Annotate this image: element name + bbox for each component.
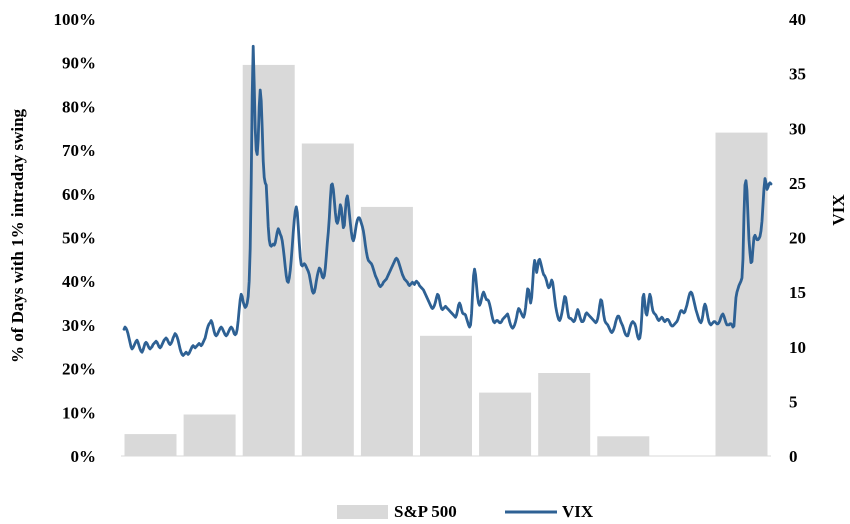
bar-0 <box>124 434 177 456</box>
left-tick-label: 70% <box>62 141 96 160</box>
bar-3 <box>301 143 354 456</box>
right-axis-ticks: 0 5 10 15 20 25 30 35 40 <box>789 10 806 466</box>
right-tick-label: 15 <box>789 283 806 302</box>
vix-line <box>122 44 773 357</box>
bar-5 <box>420 335 472 456</box>
y-right-axis-title: VIX <box>829 194 848 226</box>
left-tick-label: 50% <box>62 229 96 248</box>
right-tick-label: 25 <box>789 174 806 193</box>
bar-1 <box>183 414 236 456</box>
bar-7 <box>538 373 591 456</box>
left-tick-label: 80% <box>62 97 96 116</box>
right-tick-label: 30 <box>789 119 806 138</box>
left-tick-label: 20% <box>62 360 96 379</box>
legend-label-sp500: S&P 500 <box>394 502 457 521</box>
left-tick-label: 30% <box>62 316 96 335</box>
bars-layer <box>124 64 768 457</box>
y-left-axis-title: % of Days with 1% intraday swing <box>8 108 27 363</box>
left-axis-ticks: 0% 10% 20% 30% 40% 50% 60% 70% 80% 90% 100% <box>54 10 97 466</box>
bar-6 <box>479 392 532 456</box>
left-tick-label: 60% <box>62 185 96 204</box>
legend-swatch-sp500 <box>337 505 388 519</box>
right-tick-label: 5 <box>789 392 798 411</box>
bar-4 <box>360 206 413 456</box>
bar-10 <box>715 132 768 456</box>
bar-8 <box>597 436 650 456</box>
left-tick-label: 90% <box>62 54 96 73</box>
right-tick-label: 40 <box>789 10 806 29</box>
left-tick-label: 40% <box>62 272 96 291</box>
right-tick-label: 10 <box>789 338 806 357</box>
legend-label-vix: VIX <box>562 502 594 521</box>
left-tick-label: 100% <box>54 10 97 29</box>
right-tick-label: 35 <box>789 65 806 84</box>
legend: S&P 500 VIX <box>337 502 594 521</box>
right-tick-label: 0 <box>789 447 798 466</box>
left-tick-label: 10% <box>62 403 96 422</box>
left-tick-label: 0% <box>71 447 97 466</box>
right-tick-label: 20 <box>789 229 806 248</box>
